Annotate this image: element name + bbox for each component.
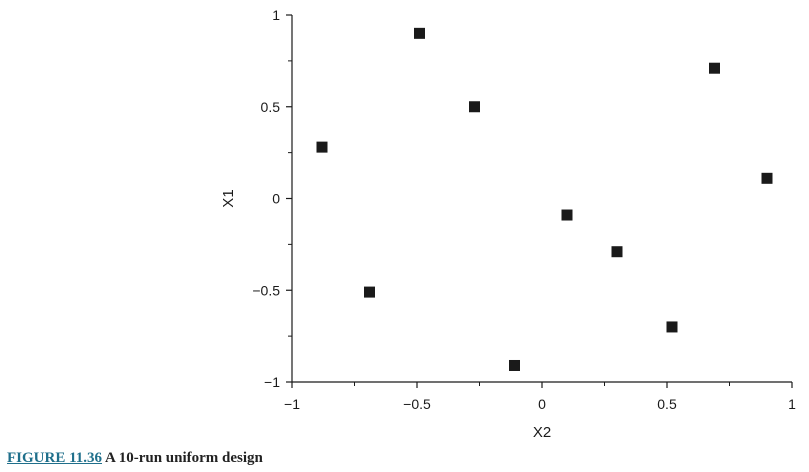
figure-caption: FIGURE 11.36 A 10-run uniform design [7, 450, 263, 467]
y-tick-label: −1 [264, 374, 280, 390]
x-axis-title: X2 [533, 424, 551, 441]
y-tick-label: −0.5 [252, 282, 280, 298]
y-axis-ticks: −1 −0.5 0 0.5 1 [252, 7, 292, 390]
y-axis-title: X1 [220, 189, 237, 207]
data-point-square [364, 286, 375, 298]
data-point-square [414, 27, 425, 39]
x-tick-label: −0.5 [403, 396, 431, 412]
data-point-square [666, 321, 678, 333]
data-point-square [561, 209, 573, 221]
x-axis-ticks: −1 −0.5 0 0.5 1 [284, 382, 796, 412]
data-point-square [761, 172, 773, 184]
figure-title: A 10-run uniform design [104, 450, 263, 466]
scatter-chart: −1 −0.5 0 0.5 1 −1 −0.5 0 0.5 1 X2 X1 [220, 7, 796, 441]
x-tick-label: −1 [284, 396, 300, 412]
x-tick-label: 1 [788, 396, 796, 412]
data-point-square [611, 246, 623, 258]
data-point-square [709, 62, 720, 74]
x-tick-label: 0 [538, 396, 546, 412]
y-tick-label: 1 [272, 7, 280, 23]
data-point-square [469, 101, 480, 113]
data-points [316, 27, 773, 371]
y-tick-label: 0 [272, 191, 280, 207]
x-tick-label: 0.5 [657, 396, 677, 412]
figure-label[interactable]: FIGURE 11.36 [7, 450, 103, 466]
data-point-square [509, 359, 520, 371]
data-point-square [316, 141, 328, 153]
y-tick-label: 0.5 [261, 99, 281, 115]
